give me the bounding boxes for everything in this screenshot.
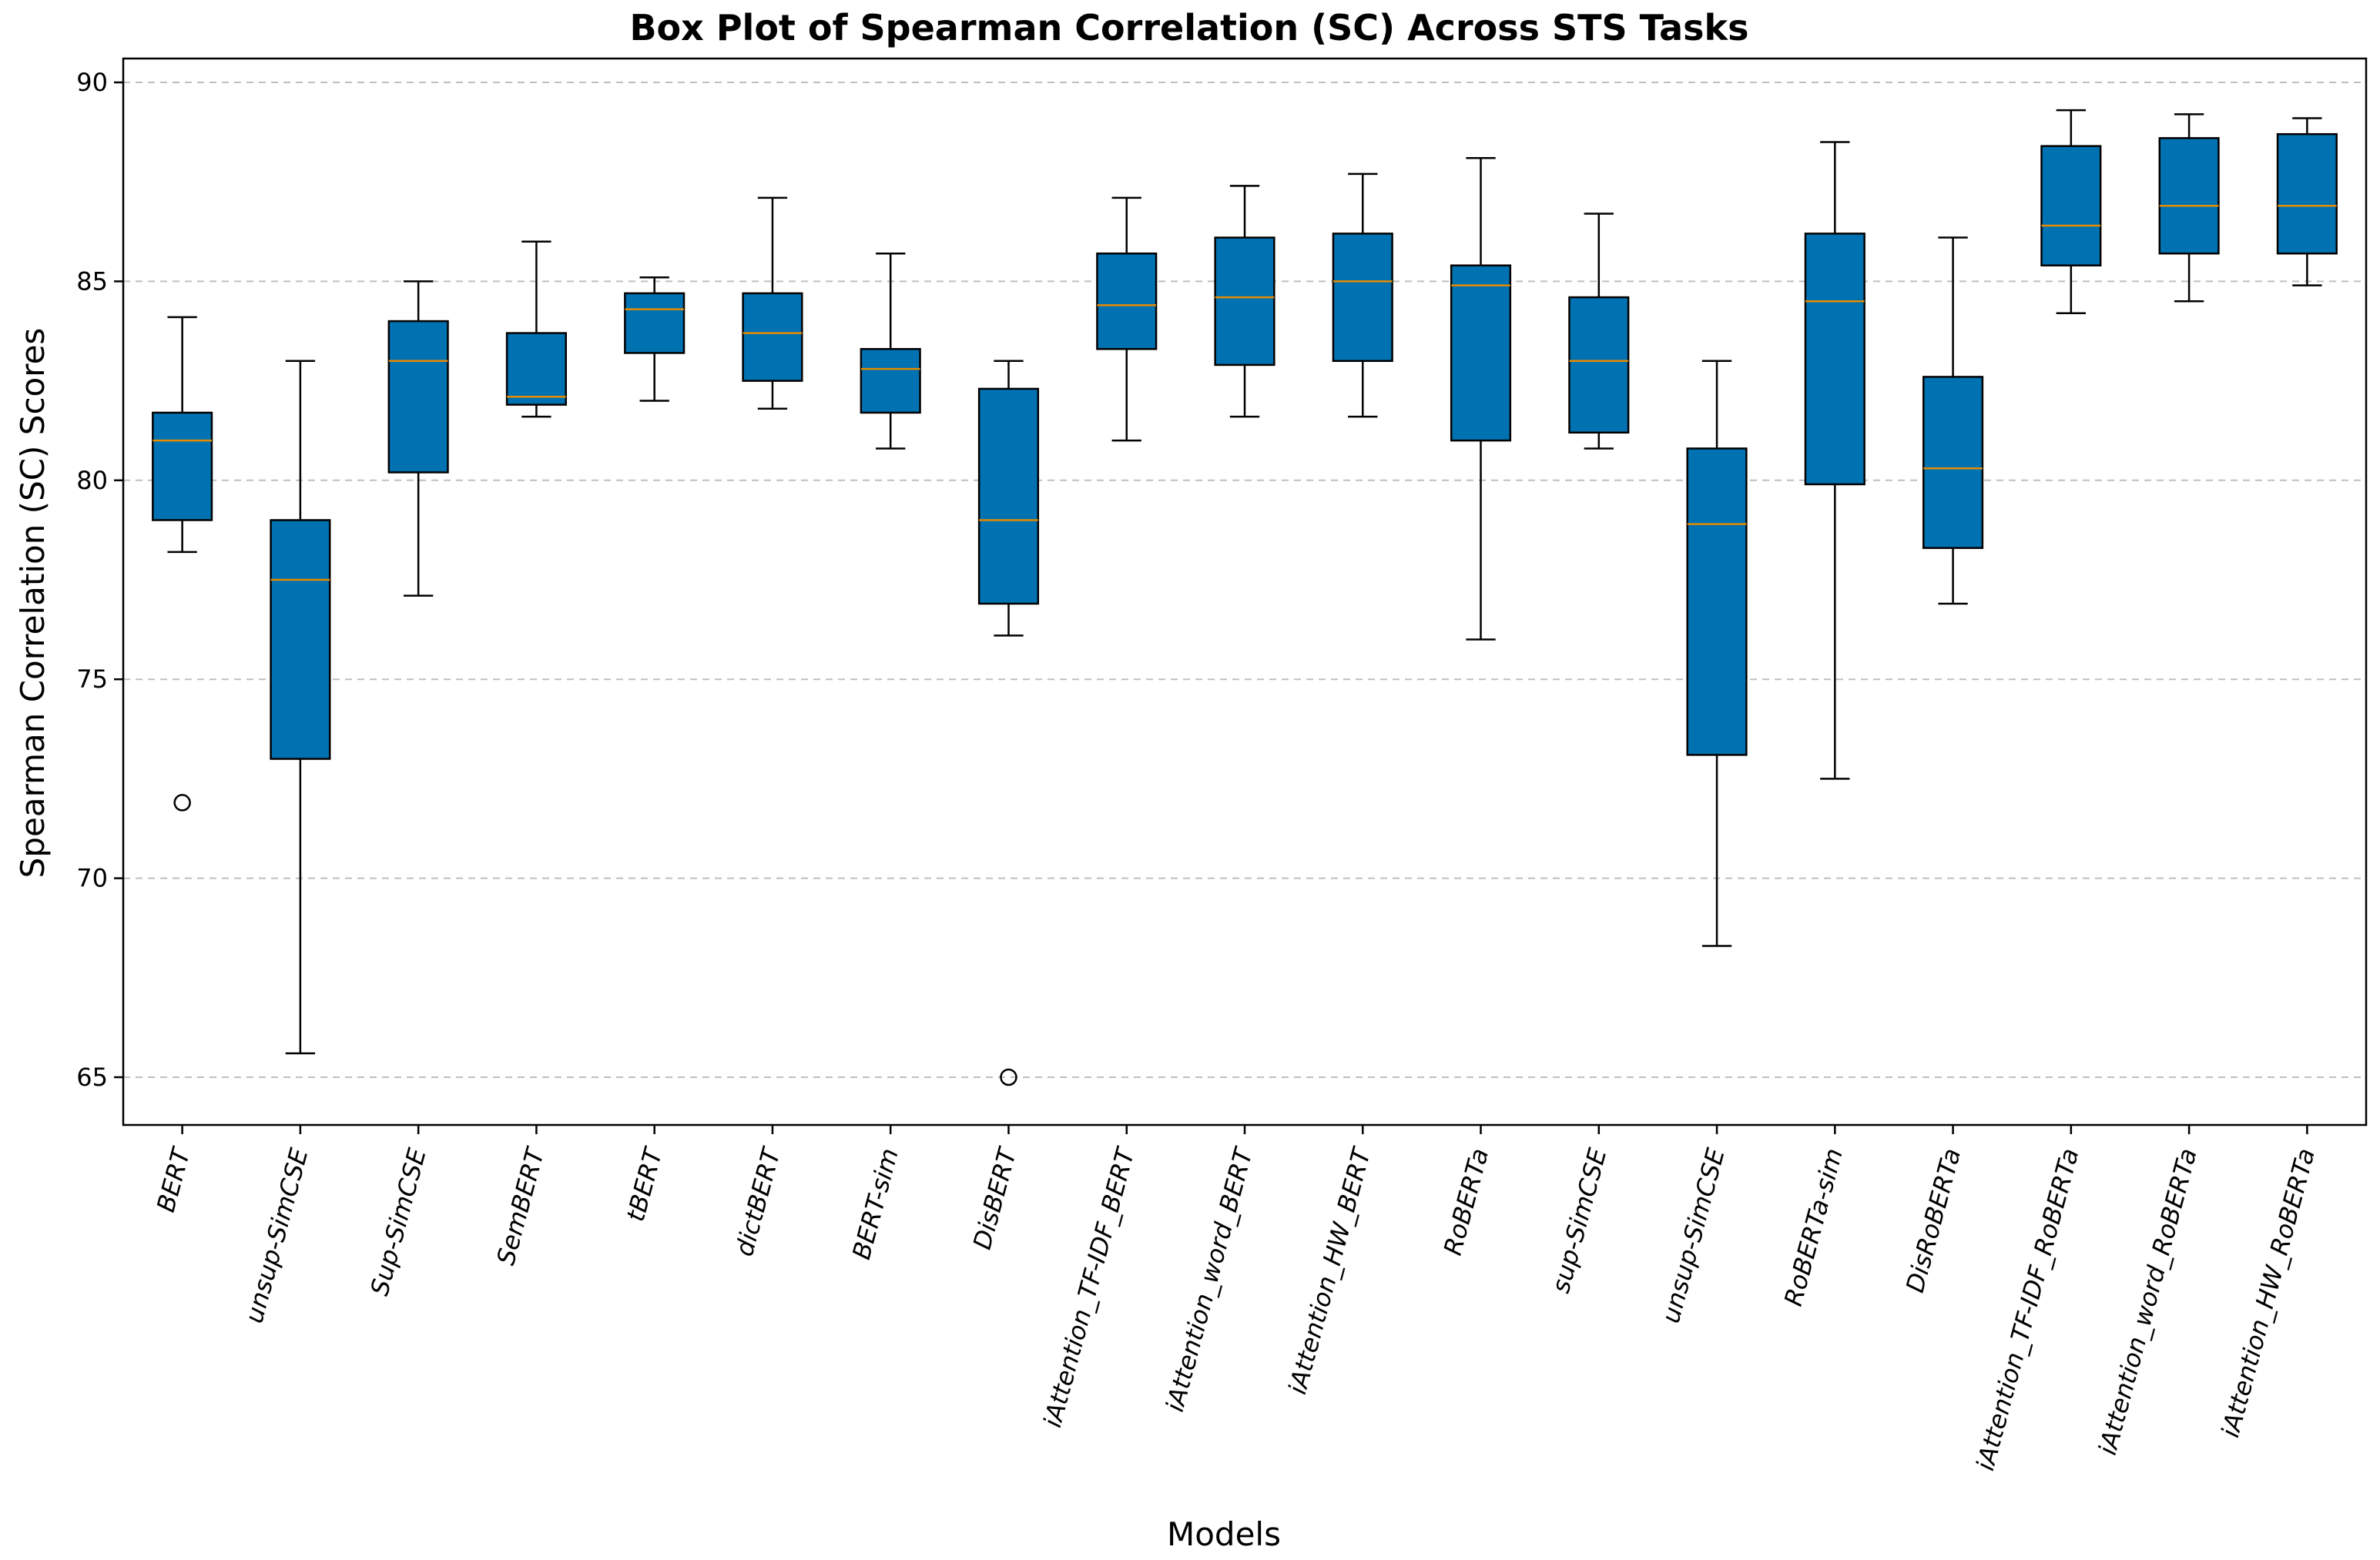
box-iqr <box>1214 236 1275 367</box>
x-tick-label-15: RoBERTa-sim <box>1778 1145 1849 1309</box>
box-iqr <box>860 348 921 414</box>
x-tick-label-14: unsup-SimCSE <box>1656 1144 1731 1326</box>
box-iqr <box>1568 296 1630 434</box>
x-tick-label-9: iAttention_TF-IDF_BERT <box>1037 1143 1141 1431</box>
box-iqr <box>2040 145 2102 266</box>
box-group-6 <box>742 196 803 410</box>
box-group-12 <box>1450 156 1512 641</box>
box-iqr <box>1450 264 1512 442</box>
x-tick-label-6: dictBERT <box>729 1143 786 1260</box>
box-group-15 <box>1804 141 1865 780</box>
x-tick-label-4: SemBERT <box>491 1143 550 1268</box>
x-tick-label-17: iAttention_TF-IDF_RoBERTa <box>1970 1145 2084 1474</box>
x-tick-label-11: iAttention_HW_BERT <box>1282 1143 1376 1398</box>
outlier-point-1 <box>173 794 191 812</box>
x-tick-label-8: DisBERT <box>967 1143 1023 1253</box>
box-iqr <box>387 320 449 474</box>
x-tick-label-5: tBERT <box>621 1143 669 1224</box>
box-group-14 <box>1686 360 1748 947</box>
box-iqr <box>742 292 803 382</box>
box-group-4 <box>505 240 567 418</box>
box-group-1 <box>152 316 213 812</box>
x-tick-label-1: BERT <box>151 1143 196 1215</box>
box-iqr <box>1096 252 1158 350</box>
x-tick-label-3: Sup-SimCSE <box>364 1144 432 1298</box>
box-group-18 <box>2158 113 2220 303</box>
box-group-9 <box>1096 196 1158 442</box>
y-axis: 65 70 75 80 85 90 <box>76 68 123 1092</box>
box-group-13 <box>1568 213 1630 450</box>
box-group-19 <box>2276 117 2338 286</box>
box-iqr <box>2276 132 2338 255</box>
x-tick-label-13: sup-SimCSE <box>1546 1144 1613 1296</box>
y-tick-label-65: 65 <box>76 1063 108 1092</box>
box-group-10 <box>1214 185 1275 418</box>
box-group-3 <box>387 280 449 597</box>
x-tick-label-12: RoBERTa <box>1438 1145 1494 1258</box>
y-tick-label-70: 70 <box>76 864 108 893</box>
box-iqr <box>1804 233 1865 486</box>
box-group-17 <box>2040 109 2102 314</box>
boxes <box>152 109 2338 1086</box>
chart-title: Box Plot of Spearman Correlation (SC) Ac… <box>629 7 1748 49</box>
box-iqr <box>270 519 331 760</box>
box-iqr <box>2158 137 2220 255</box>
x-tick-label-18: iAttention_word_RoBERTa <box>2093 1145 2203 1458</box>
y-tick-label-80: 80 <box>76 466 108 495</box>
y-tick-label-85: 85 <box>76 266 108 296</box>
y-tick-label-75: 75 <box>76 665 108 694</box>
box-iqr <box>977 387 1040 605</box>
x-tick-label-10: iAttention_word_BERT <box>1160 1143 1259 1415</box>
x-tick-label-16: DisRoBERTa <box>1900 1145 1966 1296</box>
x-axis-label: Models <box>1167 1515 1281 1553</box>
box-iqr <box>1332 233 1393 363</box>
y-axis-label: Spearman Correlation (SC) Scores <box>14 328 52 879</box>
x-tick-label-2: unsup-SimCSE <box>240 1144 314 1326</box>
box-group-11 <box>1332 172 1393 418</box>
box-group-16 <box>1922 236 1984 605</box>
y-tick-label-90: 90 <box>76 68 108 97</box>
box-group-2 <box>270 360 331 1055</box>
box-group-5 <box>624 276 686 402</box>
box-iqr <box>152 411 213 521</box>
box-iqr <box>1686 447 1748 756</box>
x-tick-label-19: iAttention_HW_RoBERTa <box>2215 1145 2321 1441</box>
box-iqr <box>1922 376 1984 549</box>
box-group-8 <box>977 360 1040 1086</box>
box-group-7 <box>860 252 921 450</box>
box-iqr <box>505 332 567 406</box>
box-iqr <box>624 292 686 354</box>
x-axis: BERT unsup-SimCSE Sup-SimCSE SemBERT tBERT di… <box>151 1125 2321 1474</box>
outlier-point-1 <box>1000 1068 1017 1086</box>
x-tick-label-7: BERT-sim <box>846 1145 904 1262</box>
